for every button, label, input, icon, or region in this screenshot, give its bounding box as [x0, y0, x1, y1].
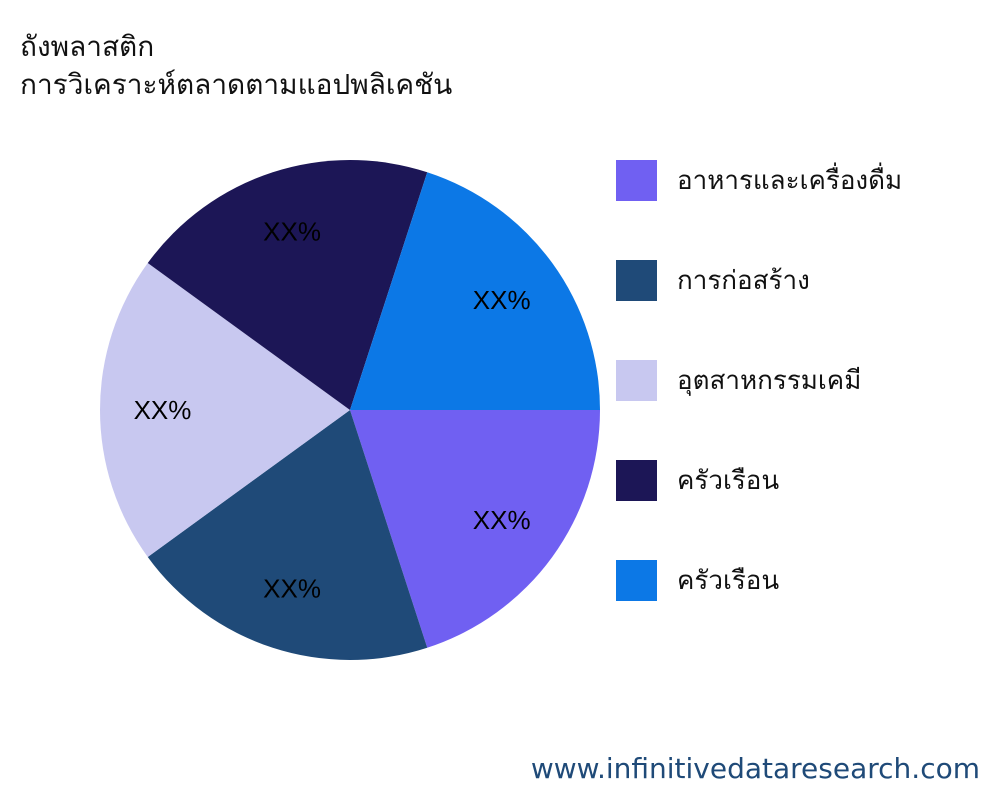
data-label: XX% [263, 217, 321, 247]
legend-label: อุตสาหกรรมเคมี [677, 365, 862, 396]
data-label: XX% [473, 285, 531, 315]
pie-slice [100, 263, 350, 557]
legend-item: การก่อสร้าง [616, 259, 810, 301]
legend-label: การก่อสร้าง [677, 265, 810, 296]
data-label: XX% [134, 395, 192, 425]
legend-item: อุตสาหกรรมเคมี [616, 359, 862, 401]
data-label: XX% [263, 573, 321, 603]
legend-label: อาหารและเครื่องดื่ม [677, 165, 903, 196]
chart-title: ถังพลาสติก [20, 30, 155, 63]
pie-slice [350, 172, 600, 410]
legend-swatch [616, 159, 657, 201]
legend-item: ครัวเรือน [616, 559, 780, 601]
legend-label: ครัวเรือน [677, 465, 780, 496]
legend-item: อาหารและเครื่องดื่ม [616, 159, 903, 201]
legend-swatch [616, 259, 657, 301]
data-label: XX% [473, 505, 531, 535]
legend-label: ครัวเรือน [677, 565, 780, 596]
chart-subtitle: การวิเคราะห์ตลาดตามแอปพลิเคชัน [20, 68, 453, 101]
pie-slice [147, 160, 428, 410]
legend-item: ครัวเรือน [616, 459, 780, 501]
legend-swatch [616, 559, 657, 601]
watermark: www.infinitivedataresearch.com [530, 752, 980, 785]
legend-swatch [616, 359, 657, 401]
legend-swatch [616, 459, 657, 501]
pie-slice [350, 410, 600, 648]
pie-slice [147, 410, 428, 660]
